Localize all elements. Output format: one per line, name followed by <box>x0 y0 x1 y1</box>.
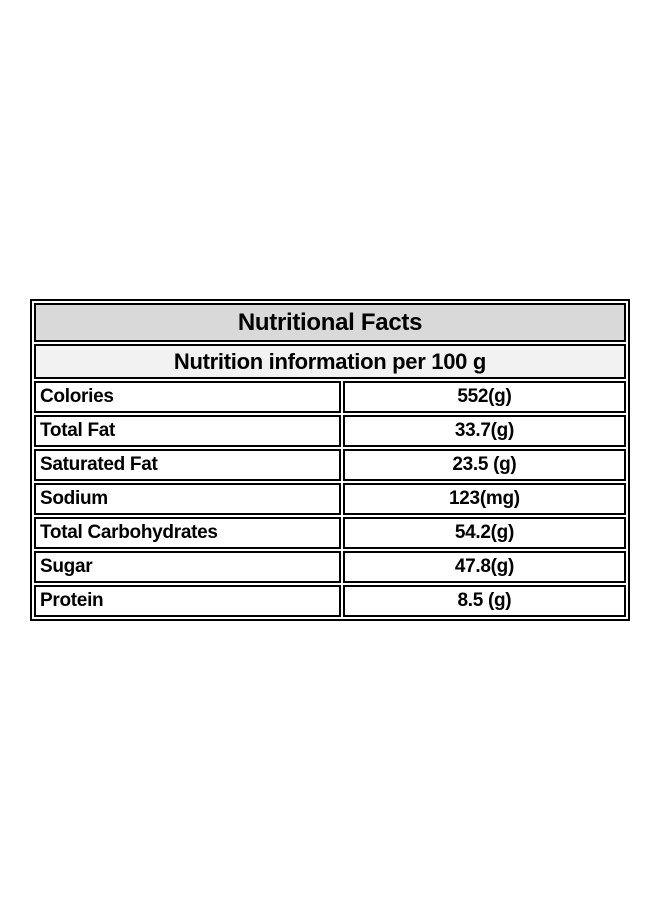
nutrient-label: Total Fat <box>34 415 341 447</box>
nutrient-label: Colories <box>34 381 341 413</box>
nutrient-label: Sodium <box>34 483 341 515</box>
nutrient-value: 8.5 (g) <box>342 585 626 617</box>
table-subtitle: Nutrition information per 100 g <box>34 344 626 379</box>
nutrient-label: Protein <box>34 585 341 617</box>
table-header: Nutritional Facts Nutrition information … <box>34 303 626 379</box>
table-row: Protein 8.5 (g) <box>34 585 626 617</box>
nutrient-label: Total Carbohydrates <box>34 517 341 549</box>
title-row: Nutritional Facts <box>34 303 626 342</box>
nutrient-value: 33.7(g) <box>342 415 626 447</box>
nutrition-rows: Colories 552(g) Total Fat 33.7(g) Satura… <box>34 381 626 617</box>
nutrient-value: 123(mg) <box>342 483 626 515</box>
nutrient-value: 23.5 (g) <box>342 449 626 481</box>
nutrient-value: 47.8(g) <box>342 551 626 583</box>
nutrient-value: 54.2(g) <box>342 517 626 549</box>
subtitle-row: Nutrition information per 100 g <box>34 344 626 379</box>
nutrient-label: Saturated Fat <box>34 449 341 481</box>
table-row: Total Carbohydrates 54.2(g) <box>34 517 626 549</box>
nutrient-label: Sugar <box>34 551 341 583</box>
table-title: Nutritional Facts <box>34 303 626 342</box>
table-row: Sodium 123(mg) <box>34 483 626 515</box>
table-row: Sugar 47.8(g) <box>34 551 626 583</box>
nutrition-facts-table: Nutritional Facts Nutrition information … <box>30 299 630 621</box>
nutrient-value: 552(g) <box>342 381 626 413</box>
table-row: Total Fat 33.7(g) <box>34 415 626 447</box>
table-row: Colories 552(g) <box>34 381 626 413</box>
table-row: Saturated Fat 23.5 (g) <box>34 449 626 481</box>
